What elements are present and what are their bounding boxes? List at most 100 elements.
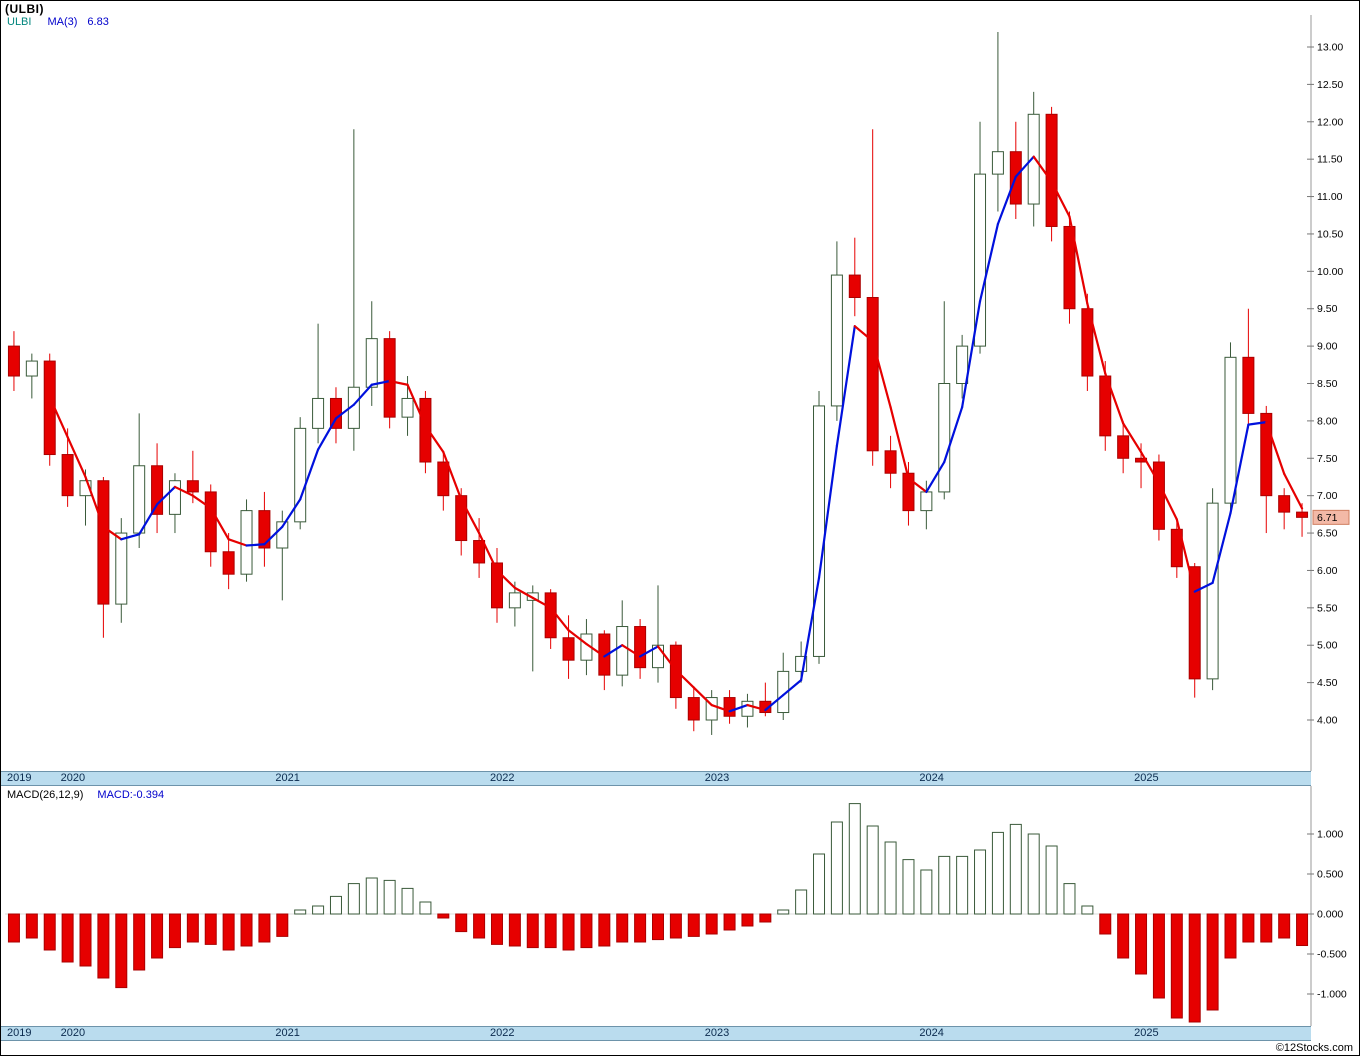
macd-bar: [97, 913, 110, 979]
macd-bar: [813, 853, 826, 915]
ma3-segment: [334, 403, 355, 420]
candle-body: [741, 700, 754, 717]
year-label: 2022: [490, 1027, 515, 1039]
macd-bar: [1135, 913, 1148, 975]
candle-body: [848, 274, 861, 299]
candle-body: [652, 644, 664, 669]
candle-body: [61, 454, 74, 497]
ma3-segment: [1086, 302, 1107, 375]
macd-bar: [133, 913, 146, 971]
ma3-segment: [800, 576, 821, 682]
macd-bar: [1063, 883, 1076, 915]
macd-bar: [1117, 913, 1130, 959]
macd-bar: [365, 877, 378, 915]
candle-body: [473, 540, 486, 564]
macd-bar: [669, 913, 682, 939]
ma3-segment: [316, 417, 338, 451]
candle-body: [151, 465, 164, 515]
macd-bar: [1170, 913, 1183, 1019]
ma3-segment: [835, 325, 856, 447]
ma3-segment: [978, 222, 1000, 303]
macd-bar: [634, 913, 647, 943]
macd-bar: [294, 909, 307, 915]
macd-histogram: [7, 803, 1309, 1023]
candle-body: [687, 697, 700, 721]
macd-bar: [1278, 913, 1291, 939]
candle-body: [1206, 502, 1219, 680]
ma3-segment: [191, 494, 212, 510]
macd-bar: [544, 913, 557, 949]
candlesticks: [7, 32, 1309, 735]
candle-body: [991, 151, 1004, 175]
ma3-segment: [764, 693, 785, 712]
macd-bar: [795, 889, 808, 915]
price-tick-label: 6.00: [1317, 565, 1338, 577]
ma3-segment: [549, 606, 570, 632]
ma3-segment: [1265, 421, 1286, 475]
candle-body: [974, 173, 987, 347]
last-price-tag-label: 6.71: [1317, 512, 1338, 524]
candle-body: [1242, 356, 1255, 414]
macd-bar: [830, 821, 843, 915]
candle-body: [705, 697, 718, 721]
ma3-segment: [746, 703, 767, 712]
macd-bar: [526, 913, 539, 949]
macd-bar: [222, 913, 235, 951]
ma3-segment: [853, 325, 874, 343]
macd-bar: [168, 913, 181, 949]
price-legend: ULBI MA(3) 6.83: [7, 16, 119, 28]
ma3-segment: [1050, 180, 1071, 218]
ma3-segment: [48, 396, 69, 439]
candle-body: [1063, 225, 1076, 310]
macd-bar: [1224, 913, 1237, 959]
candle-body: [902, 472, 915, 512]
ma3-segment: [138, 503, 159, 536]
candle-body: [616, 626, 629, 676]
candle-body: [186, 480, 199, 493]
ma3-segment: [477, 531, 499, 572]
macd-chart: 1.000 0.500 0.000 -0.500 -1.000: [5, 786, 1347, 1026]
ma3-segment: [710, 703, 731, 713]
macd-bar: [1099, 913, 1112, 935]
macd-bar: [508, 913, 521, 947]
candle-body: [938, 383, 951, 493]
candle-body: [723, 697, 736, 717]
price-tick-label: 11.00: [1317, 191, 1343, 203]
year-label: 2023: [704, 1027, 730, 1039]
ma3-segment: [961, 300, 982, 409]
macd-bar: [884, 841, 897, 915]
candle-body: [419, 397, 432, 463]
candle-body: [1278, 495, 1291, 513]
candle-body: [866, 297, 879, 452]
macd-bar: [616, 913, 629, 943]
ma3-segment: [585, 642, 606, 658]
candle-body: [508, 592, 521, 609]
candle-body: [920, 491, 933, 512]
candle-body: [1188, 566, 1201, 680]
ma3-segment: [263, 525, 284, 546]
price-tick-label: 8.50: [1317, 378, 1338, 390]
ma3-segment: [567, 629, 588, 646]
candle-body: [1152, 461, 1165, 530]
year-label: 2025: [1134, 1027, 1159, 1039]
macd-params-label: MACD(26,12,9): [7, 789, 84, 801]
candle-body: [115, 532, 128, 605]
ma3-segment: [1283, 472, 1304, 510]
candle-body: [97, 480, 110, 605]
macd-bar: [455, 913, 468, 933]
ma3-segment: [639, 645, 660, 658]
ma3-segment: [943, 406, 964, 464]
macd-bar: [741, 913, 754, 927]
macd-bar: [473, 913, 486, 939]
macd-bar: [1188, 913, 1201, 1023]
macd-bar: [115, 913, 128, 989]
candle-body: [1117, 435, 1130, 459]
year-label: 2020: [60, 772, 86, 784]
candle-body: [634, 626, 647, 669]
price-tick-label: 7.50: [1317, 453, 1338, 465]
macd-bar: [705, 913, 718, 935]
macd-bar: [383, 879, 396, 915]
year-label: 2019: [7, 1027, 32, 1039]
candle-body: [312, 397, 325, 429]
